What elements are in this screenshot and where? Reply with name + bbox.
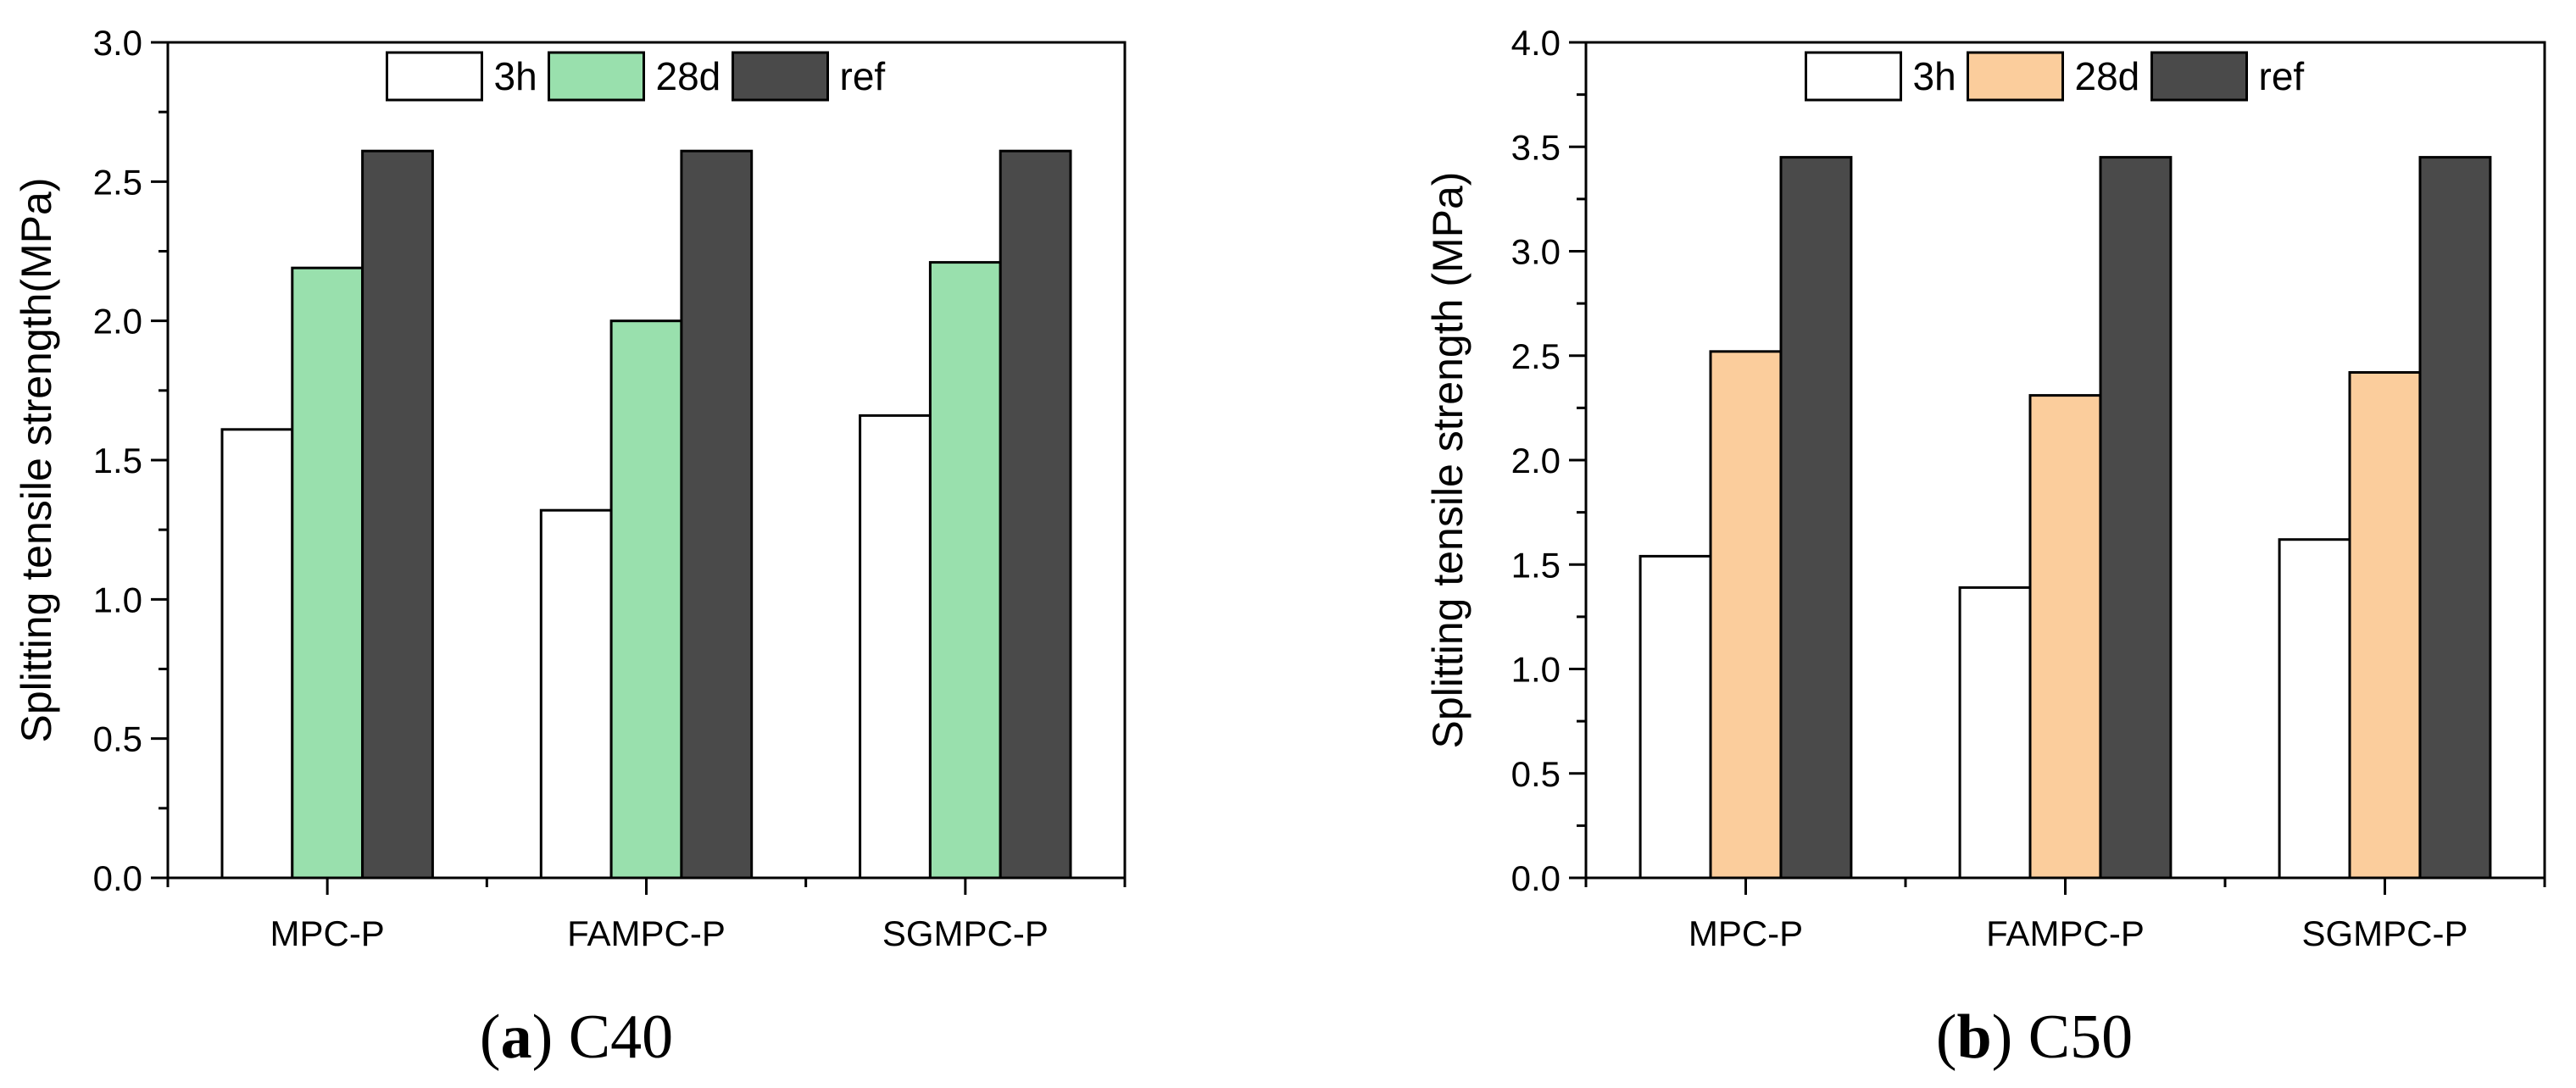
bar-ref-MPC-P: [361, 149, 434, 880]
bar-28d-FAMPC-P: [609, 319, 683, 880]
bar-3h-MPC-P: [1639, 554, 1712, 880]
x-tick-label: SGMPC-P: [882, 913, 1049, 953]
y-tick-label: 4.0: [1511, 23, 1561, 63]
y-axis-title: Splitting tensile strength (MPa): [1424, 172, 1472, 749]
caption-paren-open: (: [1936, 1002, 1957, 1072]
caption-grade: ) C50: [1992, 1002, 2134, 1072]
bar-3h-FAMPC-P: [539, 508, 613, 880]
bar-ref-FAMPC-P: [680, 149, 754, 880]
y-tick-label: 1.0: [1511, 650, 1561, 690]
x-tick-label: FAMPC-P: [567, 913, 726, 953]
bar-ref-MPC-P: [1779, 156, 1853, 880]
y-tick-label: 0.5: [93, 719, 142, 759]
legend-label-3h: 3h: [494, 54, 537, 98]
bar-ref-SGMPC-P: [999, 149, 1072, 880]
legend-swatch-28d: [1967, 51, 2064, 102]
y-tick-label: 2.0: [93, 302, 142, 341]
caption-grade: ) C40: [532, 1002, 674, 1072]
y-tick-label: 2.5: [1511, 336, 1561, 376]
legend: 3h 28d ref: [1805, 51, 2305, 102]
caption-panel-id: b: [1957, 1002, 1992, 1072]
bar-ref-SGMPC-P: [2418, 156, 2492, 880]
x-tick-label: MPC-P: [270, 913, 384, 953]
legend-swatch-3h: [386, 51, 483, 102]
panel-caption: (a) C40: [480, 1002, 673, 1072]
y-axis-title: Splitting tensile strength(MPa): [13, 178, 60, 743]
legend-swatch-ref: [732, 51, 829, 102]
y-tick-label: 3.5: [1511, 127, 1561, 167]
y-tick-label: 1.5: [1511, 545, 1561, 585]
chart-panel-a: 0.0 0.5 1.0 1.5 2.0 2.5 3.0 MPC-P FAMPC-P SGMPC-P…: [13, 23, 1127, 1072]
bar-3h-SGMPC-P: [859, 414, 932, 880]
y-tick-label: 0.0: [93, 858, 142, 898]
y-tick-label: 0.5: [1511, 754, 1561, 794]
bar-3h-SGMPC-P: [2278, 538, 2351, 880]
panel-caption: (b) C50: [1936, 1002, 2133, 1072]
legend-label-28d: 28d: [2075, 54, 2140, 98]
legend-swatch-ref: [2150, 51, 2248, 102]
bar-28d-SGMPC-P: [928, 261, 1002, 880]
legend-swatch-28d: [548, 51, 645, 102]
chart-panel-b: 0.0 0.5 1.0 1.5 2.0 2.5 3.0 3.5 4.0 MPC-P FAMPC-P S…: [1424, 23, 2546, 1072]
y-tick-label: 1.5: [93, 441, 142, 480]
bar-28d-SGMPC-P: [2348, 371, 2422, 880]
legend-label-ref: ref: [840, 54, 886, 98]
y-tick-label: 3.0: [1511, 232, 1561, 272]
y-tick-label: 2.0: [1511, 441, 1561, 480]
y-tick-label: 0.0: [1511, 858, 1561, 898]
bar-28d-MPC-P: [1709, 350, 1783, 880]
caption-paren-open: (: [480, 1002, 501, 1072]
y-tick-label: 2.5: [93, 162, 142, 202]
legend: 3h 28d ref: [386, 51, 886, 102]
x-tick-label: MPC-P: [1689, 913, 1803, 953]
legend-label-ref: ref: [2259, 54, 2305, 98]
y-tick-label: 1.0: [93, 580, 142, 619]
y-tick-label: 3.0: [93, 23, 142, 63]
x-tick-label: SGMPC-P: [2301, 913, 2468, 953]
bar-3h-FAMPC-P: [1958, 586, 2032, 880]
legend-swatch-3h: [1805, 51, 1902, 102]
caption-panel-id: a: [501, 1002, 532, 1072]
bar-28d-FAMPC-P: [2028, 394, 2102, 880]
bar-ref-FAMPC-P: [2099, 156, 2173, 880]
bar-3h-MPC-P: [220, 428, 294, 880]
legend-label-3h: 3h: [1913, 54, 1956, 98]
x-tick-label: FAMPC-P: [1986, 913, 2145, 953]
bar-28d-MPC-P: [291, 266, 364, 880]
legend-label-28d: 28d: [656, 54, 721, 98]
